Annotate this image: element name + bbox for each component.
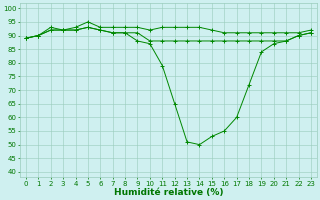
X-axis label: Humidité relative (%): Humidité relative (%) [114,188,223,197]
